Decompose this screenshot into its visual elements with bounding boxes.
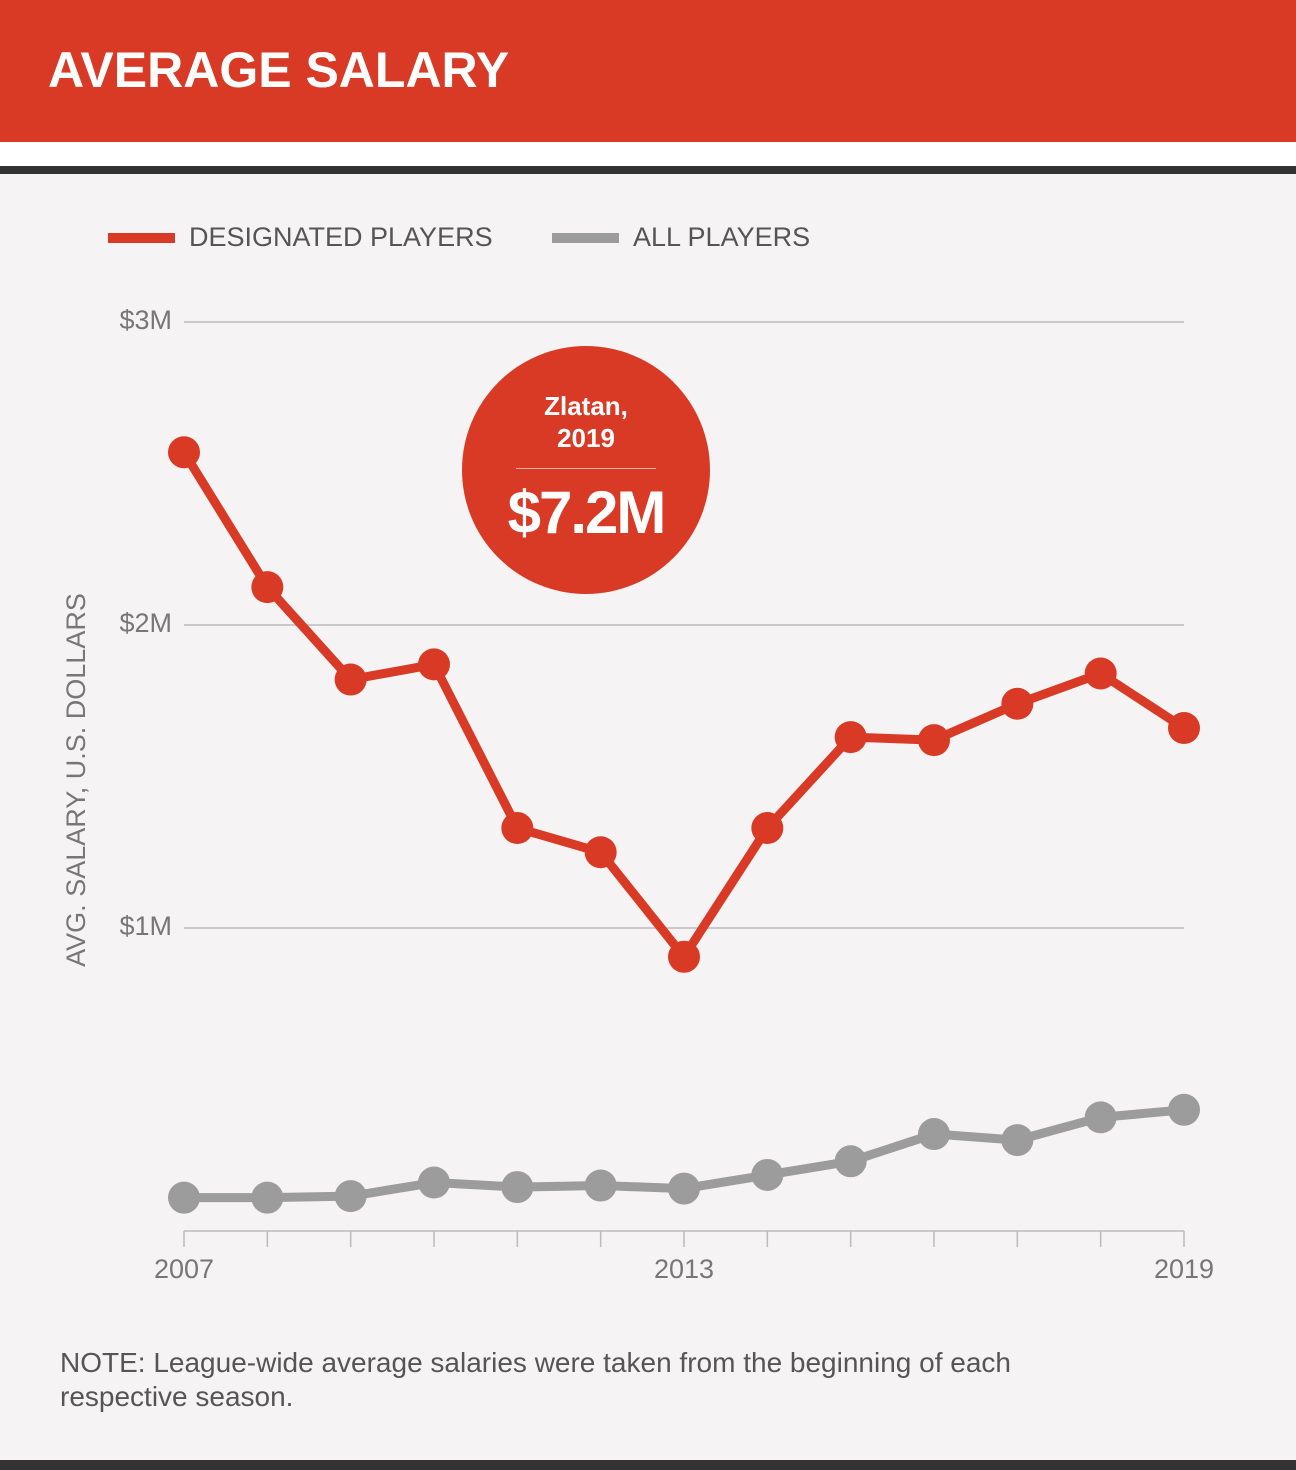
x-tick-label: 2013 (654, 1254, 714, 1284)
header-band (0, 0, 1296, 142)
data-point (1084, 657, 1117, 690)
data-point (1084, 1101, 1117, 1134)
data-point (1168, 1093, 1200, 1126)
data-point (501, 1171, 534, 1204)
data-point (668, 1172, 700, 1205)
data-point (918, 1118, 950, 1151)
annotation-value: $7.2M (507, 479, 667, 546)
data-point (168, 1181, 200, 1214)
data-point (668, 940, 700, 973)
y-axis-label: AVG. SALARY, U.S. DOLLARS (61, 593, 91, 967)
data-point (834, 721, 867, 754)
data-point (751, 1158, 784, 1191)
data-point (251, 1181, 284, 1214)
x-tick-label: 2019 (1154, 1254, 1214, 1284)
chart-title: AVERAGE SALARY (48, 42, 509, 98)
header-gap (0, 142, 1296, 166)
data-point (584, 1169, 617, 1202)
y-tick-label: $2M (119, 608, 172, 638)
annotation-label: Zlatan, 2019 (516, 390, 656, 469)
footer-rule (0, 1460, 1296, 1470)
x-tick-label: 2007 (154, 1254, 214, 1284)
y-tick-label: $3M (119, 305, 172, 335)
data-point (751, 812, 784, 845)
data-point (334, 1180, 367, 1213)
data-point (501, 812, 534, 845)
data-point (834, 1145, 867, 1178)
header-rule (0, 166, 1296, 174)
data-point (1001, 1124, 1034, 1157)
plot-area: $1M $2M $3M 2007 2013 2019 DESIGNATED PLAYERS A… (108, 222, 1214, 1284)
data-point (334, 663, 367, 696)
data-point (418, 1166, 450, 1199)
data-point (168, 436, 200, 469)
data-point (418, 648, 450, 681)
legend-label: ALL PLAYERS (633, 222, 810, 252)
y-tick-label: $1M (119, 911, 172, 941)
data-point (584, 836, 617, 869)
footnote: NOTE: League-wide average salaries were … (60, 1347, 1011, 1412)
data-point (251, 571, 284, 604)
data-point (918, 724, 950, 757)
data-point (1168, 712, 1200, 745)
legend-label: DESIGNATED PLAYERS (189, 222, 493, 252)
annotation-bubble: Zlatan, 2019 $7.2M (462, 346, 710, 594)
data-point (1001, 687, 1034, 720)
